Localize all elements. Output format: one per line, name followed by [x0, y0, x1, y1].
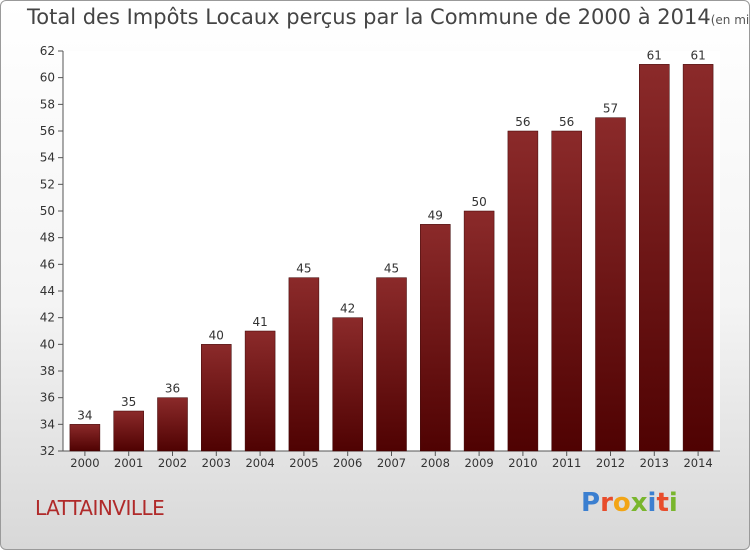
bar	[376, 277, 407, 452]
bar-value-label: 45	[384, 262, 399, 276]
bar-value-label: 57	[603, 102, 618, 116]
commune-name: LATTAINVILLE	[35, 496, 165, 520]
y-tick-label: 58	[40, 97, 55, 111]
x-tick-label: 2011	[552, 456, 581, 470]
bar	[682, 64, 714, 452]
bar-value-label: 49	[428, 208, 443, 222]
x-tick-label: 2001	[114, 456, 143, 470]
y-tick-label: 48	[40, 231, 55, 245]
bar-value-label: 61	[647, 48, 662, 62]
x-tick-label: 2002	[158, 456, 187, 470]
x-tick-label: 2010	[508, 456, 537, 470]
bar	[507, 130, 539, 452]
bar	[639, 64, 670, 452]
y-tick-label: 32	[40, 444, 55, 458]
x-tick-label: 2005	[289, 456, 318, 470]
bar	[157, 397, 188, 452]
x-tick-label: 2009	[464, 456, 493, 470]
bar	[201, 344, 232, 452]
bar	[69, 424, 101, 452]
logo-letter: o	[612, 488, 631, 518]
x-tick-label: 2000	[70, 456, 99, 470]
x-tick-label: 2007	[377, 456, 406, 470]
logo-letter: r	[600, 488, 613, 518]
logo-letter: P	[581, 488, 601, 518]
bar-value-label: 61	[690, 48, 705, 62]
logo-letter: i	[647, 488, 657, 518]
logo-letter: t	[656, 488, 669, 518]
bar-value-label: 42	[340, 302, 355, 316]
bar	[332, 317, 363, 452]
bar	[288, 277, 320, 452]
y-tick-label: 52	[40, 177, 55, 191]
x-tick-label: 2004	[245, 456, 274, 470]
y-tick-label: 34	[40, 417, 55, 431]
chart-title: Total des Impôts Locaux perçus par la Co…	[27, 5, 750, 29]
bar-value-label: 40	[209, 328, 224, 342]
bar-value-label: 35	[121, 395, 136, 409]
bar	[551, 130, 582, 452]
bar	[463, 210, 495, 452]
y-tick-label: 46	[40, 257, 55, 271]
y-tick-label: 56	[40, 124, 55, 138]
x-tick-label: 2013	[640, 456, 669, 470]
bar-value-label: 41	[252, 315, 267, 329]
chart-title-main: Total des Impôts Locaux perçus par la Co…	[27, 5, 711, 29]
bar-value-label: 34	[77, 408, 92, 422]
x-tick-label: 2014	[683, 456, 712, 470]
y-tick-label: 50	[40, 204, 55, 218]
logo-letter: i	[668, 488, 678, 518]
chart-title-unit: (en milliers d'€)	[710, 13, 750, 27]
bar-value-label: 56	[515, 115, 530, 129]
bar	[244, 330, 276, 452]
bar	[595, 117, 626, 452]
proxiti-logo: Proxiti	[581, 488, 678, 518]
bar-value-label: 36	[165, 382, 180, 396]
bar	[420, 224, 451, 452]
y-tick-label: 42	[40, 311, 55, 325]
bar-value-label: 56	[559, 115, 574, 129]
y-tick-label: 38	[40, 364, 55, 378]
y-tick-label: 54	[40, 151, 55, 165]
y-tick-label: 36	[40, 391, 55, 405]
x-tick-label: 2003	[202, 456, 231, 470]
bar-value-label: 50	[471, 195, 486, 209]
y-tick-label: 40	[40, 337, 55, 351]
x-tick-label: 2008	[421, 456, 450, 470]
y-tick-label: 60	[40, 71, 55, 85]
y-tick-label: 44	[40, 284, 55, 298]
y-tick-label: 62	[40, 44, 55, 58]
bar	[113, 410, 144, 452]
logo-letter: x	[630, 488, 648, 518]
bar-value-label: 45	[296, 262, 311, 276]
x-tick-label: 2012	[596, 456, 625, 470]
x-tick-label: 2006	[333, 456, 362, 470]
